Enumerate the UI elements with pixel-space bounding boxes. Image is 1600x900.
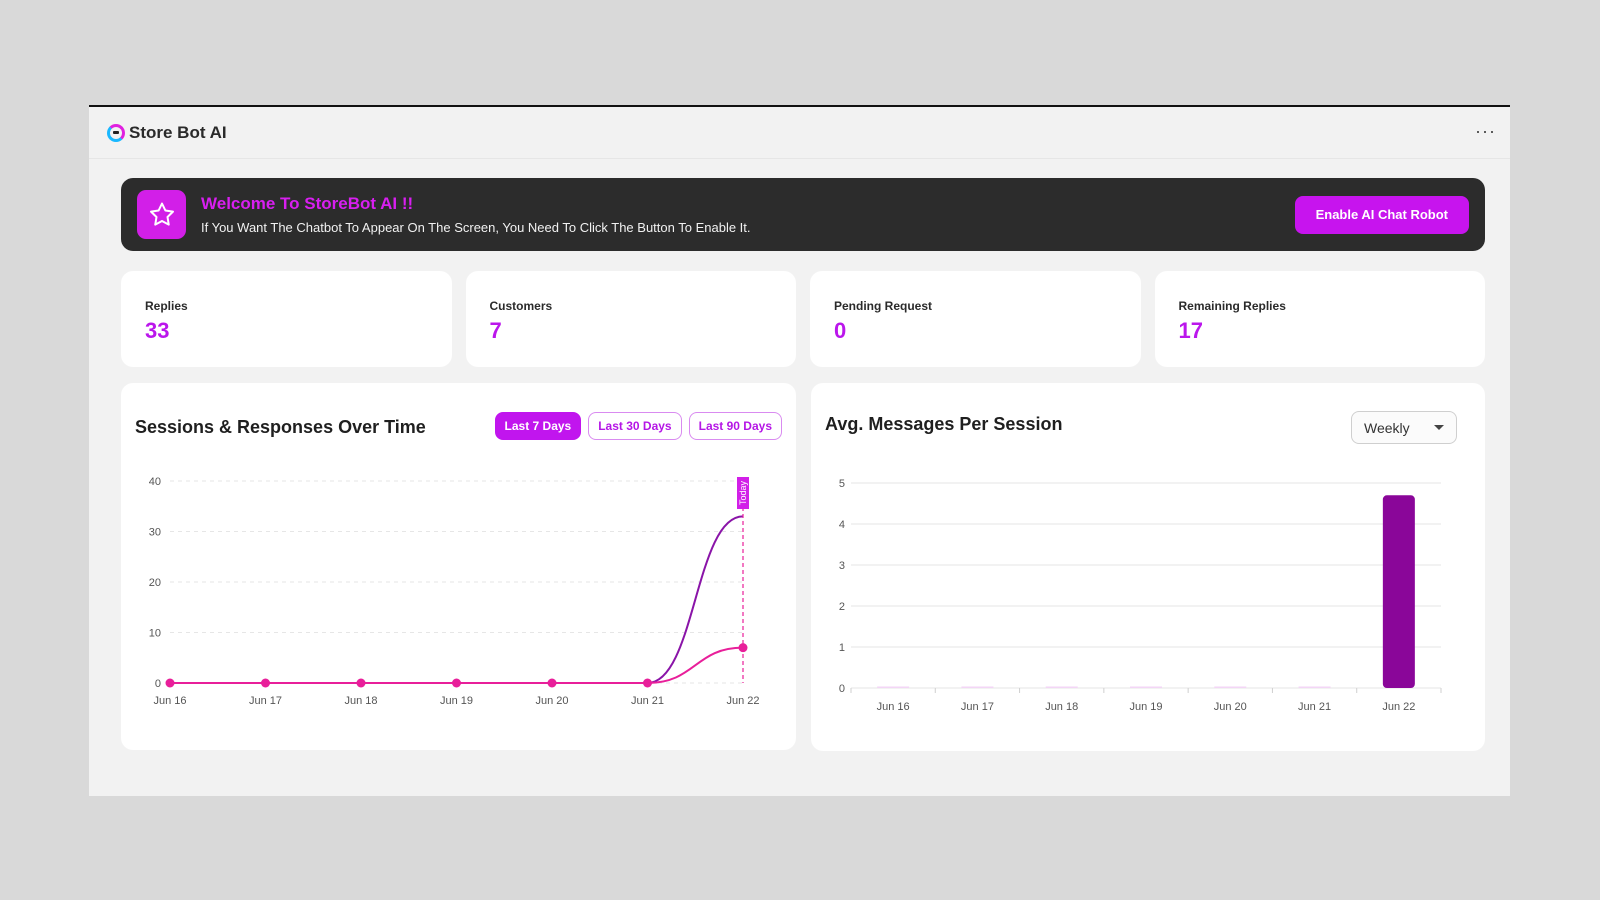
title-bar: Store Bot AI ··· [89, 107, 1510, 159]
x-tick-label: Jun 18 [1045, 701, 1078, 713]
data-point [738, 643, 748, 653]
sessions-line-chart: 0 10 20 30 40 Jun 16 Jun 17 Jun 18 Jun 19 Jun 20 J… [149, 476, 760, 707]
tab-last-30-days[interactable]: Last 30 Days [588, 412, 682, 440]
stat-card-pending-request: Pending Request 0 [810, 271, 1141, 367]
x-tick-label: Jun 17 [961, 701, 994, 713]
banner-subtitle: If You Want The Chatbot To Appear On The… [201, 220, 751, 235]
banner-title: Welcome To StoreBot AI !! [201, 194, 414, 213]
x-tick-label: Jun 20 [535, 695, 568, 707]
stat-card-remaining-replies: Remaining Replies 17 [1154, 271, 1485, 367]
series-line [169, 515, 744, 684]
today-marker-flag [737, 477, 749, 509]
x-tick-label: Jun 21 [631, 695, 664, 707]
avg-messages-panel: 0 1 2 3 4 5 Jun 16 Jun 17 Jun 18 Jun 19 Jun 20 Jun … [811, 383, 1485, 751]
x-tick-label: Jun 17 [249, 695, 282, 707]
stat-label: Remaining Replies [1178, 299, 1286, 313]
x-tick-label: Jun 22 [726, 695, 759, 707]
data-point [452, 678, 461, 688]
x-tick-label: Jun 21 [1298, 701, 1331, 713]
welcome-banner: Welcome To StoreBot AI !! If You Want Th… [121, 178, 1485, 251]
data-point [356, 678, 366, 688]
chevron-down-icon [1434, 425, 1444, 430]
data-point [261, 678, 270, 688]
x-tick-label: Jun 19 [440, 695, 473, 707]
data-point [547, 678, 557, 688]
banner-text: Welcome To StoreBot AI !! If You Want Th… [201, 194, 1295, 235]
stat-value: 0 [834, 318, 847, 343]
sessions-chart-panel: 0 10 20 30 40 Jun 16 Jun 17 Jun 18 Jun 19 Jun 20 J… [121, 383, 796, 750]
y-tick-label: 1 [839, 642, 845, 654]
tab-last-7-days[interactable]: Last 7 Days [494, 412, 582, 440]
y-tick-label: 30 [149, 527, 161, 539]
y-tick-label: 20 [149, 577, 161, 589]
tab-last-90-days[interactable]: Last 90 Days [688, 412, 782, 440]
period-select-value: Weekly [1364, 419, 1410, 436]
bar [1382, 495, 1415, 688]
stat-label: Customers [489, 299, 553, 313]
y-tick-label: 5 [839, 478, 845, 490]
bar [877, 686, 910, 688]
bar [1130, 686, 1162, 688]
sessions-chart-title: Sessions & Responses Over Time [135, 417, 426, 437]
stats-row: Replies 33 Customers 7 Pending Request 0… [121, 271, 1485, 367]
x-tick-label: Jun 16 [877, 701, 910, 713]
avg-messages-title: Avg. Messages Per Session [825, 414, 1063, 434]
x-tick-label: Jun 22 [1382, 701, 1415, 713]
stat-card-replies: Replies 33 [121, 271, 452, 367]
stat-label: Pending Request [834, 299, 933, 313]
enable-chat-robot-button[interactable]: Enable AI Chat Robot [1294, 195, 1469, 234]
more-options-icon[interactable]: ··· [1475, 121, 1496, 141]
bar [961, 686, 994, 688]
x-tick-label: Jun 19 [1129, 701, 1162, 713]
logo-icon [107, 123, 125, 142]
avg-messages-bar-chart: 0 1 2 3 4 5 Jun 16 Jun 17 Jun 18 Jun 19 Jun 20 Jun … [839, 478, 1442, 713]
stat-value: 7 [489, 318, 502, 343]
data-point [643, 678, 652, 688]
stat-value: 33 [145, 318, 170, 343]
bar [1214, 686, 1247, 688]
stat-card-customers: Customers 7 [465, 271, 796, 367]
app-title: Store Bot AI [129, 122, 227, 142]
y-tick-label: 2 [839, 601, 845, 613]
y-tick-label: 0 [155, 678, 161, 690]
star-icon [137, 190, 186, 239]
y-tick-label: 4 [839, 519, 845, 531]
period-select[interactable]: Weekly [1351, 411, 1457, 444]
series-line [169, 646, 744, 684]
y-tick-label: 10 [149, 628, 161, 640]
y-tick-label: 0 [839, 683, 845, 695]
y-tick-label: 3 [839, 560, 845, 572]
today-marker-label: Today [738, 480, 748, 505]
x-tick-label: Jun 18 [344, 695, 377, 707]
bar [1045, 686, 1078, 688]
x-tick-label: Jun 16 [153, 695, 186, 707]
stat-label: Replies [145, 299, 188, 313]
stat-value: 17 [1178, 318, 1203, 343]
x-tick-label: Jun 20 [1214, 701, 1247, 713]
app-window: Store Bot AI ··· Welcome To StoreBot AI … [89, 105, 1510, 796]
bar [1298, 686, 1331, 688]
y-tick-label: 40 [149, 476, 161, 488]
range-tabs: Last 7 Days Last 30 Days Last 90 Days [494, 412, 782, 440]
data-point [165, 678, 175, 688]
